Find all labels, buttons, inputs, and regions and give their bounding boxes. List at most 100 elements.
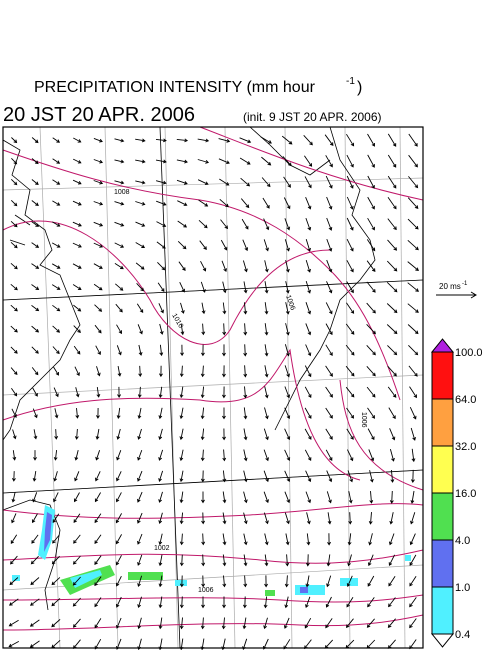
wind-arrow — [389, 512, 394, 525]
wind-arrow — [387, 133, 397, 147]
wind-arrow — [10, 220, 18, 228]
wind-arrow — [367, 133, 375, 147]
wind-arrow — [31, 367, 39, 376]
wind-arrow — [201, 491, 205, 504]
wind-arrow — [346, 154, 354, 168]
wind-arrow — [388, 597, 396, 608]
wind-arrow — [366, 302, 376, 314]
wind-arrow — [283, 617, 290, 629]
wind-arrow — [115, 492, 122, 503]
wind-arrow — [304, 428, 312, 440]
wind-arrow — [51, 598, 61, 607]
wind-arrow — [409, 407, 417, 420]
wind-arrow — [94, 304, 103, 312]
wind-arrow — [135, 262, 145, 270]
wind-arrow — [326, 491, 332, 504]
wind-arrow — [137, 512, 143, 524]
wind-arrow — [158, 303, 164, 314]
wind-arrow — [305, 259, 311, 273]
wind-arrow — [72, 200, 82, 206]
wind-arrow — [93, 201, 104, 206]
wind-arrow — [200, 281, 206, 293]
wind-arrow — [30, 577, 40, 586]
wind-arrow — [137, 575, 143, 588]
wind-arrow — [367, 196, 375, 210]
wind-arrow — [179, 428, 184, 441]
wind-arrow — [10, 241, 18, 249]
wind-arrow — [264, 533, 269, 546]
wind-arrow — [201, 344, 205, 357]
wind-arrow — [243, 512, 248, 525]
wind-arrow — [179, 596, 184, 609]
wind-arrow — [176, 159, 188, 164]
wind-arrow — [73, 534, 81, 544]
wind-arrow — [264, 281, 269, 294]
wind-arrow — [11, 387, 18, 397]
wind-arrow — [218, 158, 230, 165]
wind-arrow — [222, 302, 227, 315]
wind-arrow — [388, 554, 396, 566]
wind-arrow — [33, 450, 37, 461]
colorbar-segment — [431, 351, 454, 400]
wind-arrow — [94, 576, 102, 587]
wind-arrow — [115, 596, 122, 608]
wind-arrow — [74, 366, 80, 377]
wind-arrow — [305, 217, 312, 231]
wind-arrow — [409, 554, 417, 566]
isobar-label: 1008 — [114, 189, 130, 196]
colorbar-segment — [431, 586, 454, 635]
wind-arrow — [367, 154, 375, 168]
wind-arrow — [155, 159, 167, 164]
wind-arrow — [138, 365, 143, 377]
wind-arrow — [29, 640, 40, 648]
wind-arrow — [324, 134, 334, 146]
wind-arrow — [263, 617, 268, 630]
wind-arrow — [158, 617, 163, 630]
wind-arrow — [52, 346, 60, 355]
colorbar-segment — [431, 539, 454, 588]
wind-arrow — [367, 407, 375, 419]
wind-arrow — [96, 387, 101, 398]
wind-arrow — [96, 366, 101, 377]
wind-arrow — [177, 220, 188, 228]
wind-arrow — [305, 596, 311, 609]
wind-arrow — [387, 154, 397, 168]
wind-arrow — [11, 137, 18, 144]
wind-arrow — [283, 197, 291, 210]
wind-arrow — [387, 218, 397, 231]
wind-arrow — [346, 575, 353, 587]
wind-arrow — [306, 533, 311, 546]
wind-arrow — [346, 407, 354, 419]
wind-arrow — [72, 158, 82, 164]
wind-arrow — [221, 260, 227, 273]
wind-arrow — [243, 491, 248, 504]
wind-arrow — [32, 408, 38, 419]
wind-arrow — [389, 448, 395, 462]
wind-arrow — [10, 304, 18, 312]
wind-arrow — [325, 449, 333, 461]
wind-arrow — [114, 242, 125, 248]
wind-arrow — [222, 428, 226, 441]
wind-arrow — [409, 533, 416, 546]
wind-arrow — [222, 344, 226, 357]
wind-arrow — [390, 469, 395, 483]
wind-arrow — [367, 575, 375, 587]
wind-arrow — [410, 427, 416, 441]
wind-arrow — [304, 617, 312, 629]
wind-arrow — [73, 492, 80, 503]
wind-arrow — [10, 534, 18, 545]
wind-scale-superscript: -1 — [462, 281, 468, 287]
wind-arrow — [264, 386, 269, 399]
wind-arrow — [179, 365, 184, 378]
wind-arrow — [135, 221, 146, 227]
wind-arrow — [51, 619, 61, 628]
wind-arrow — [408, 344, 419, 356]
wind-arrow — [347, 554, 352, 567]
wind-arrow — [158, 470, 164, 482]
wind-arrow — [325, 323, 333, 336]
wind-arrow — [93, 137, 103, 143]
wind-arrow — [326, 470, 333, 483]
wind-arrow — [53, 366, 59, 376]
wind-arrow — [94, 555, 102, 566]
wind-arrow — [94, 324, 102, 334]
